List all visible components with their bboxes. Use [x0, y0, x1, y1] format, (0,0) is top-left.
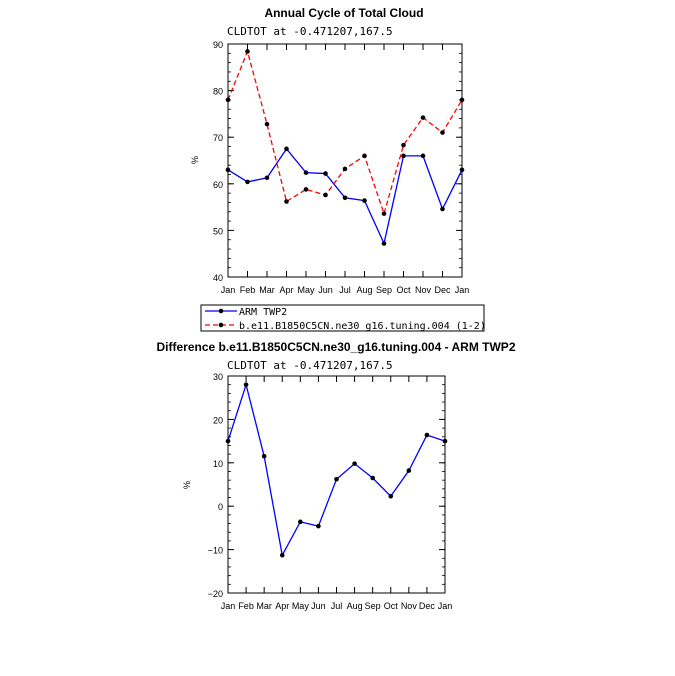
y-tick-label: 30 — [213, 372, 223, 382]
y-tick-label: 90 — [213, 40, 223, 50]
x-tick-label: Mar — [259, 285, 275, 295]
x-tick-label: Apr — [275, 601, 289, 611]
x-tick-label: Nov — [401, 601, 418, 611]
x-tick-label: Jan — [221, 601, 236, 611]
y-tick-label: 80 — [213, 87, 223, 97]
chart-title: Annual Cycle of Total Cloud — [264, 6, 423, 20]
plot-frame — [227, 43, 463, 278]
data-point — [440, 130, 445, 135]
x-tick-label: May — [297, 285, 315, 295]
data-point — [381, 241, 387, 246]
y-tick-label: −10 — [208, 546, 223, 556]
x-tick-label: Aug — [347, 601, 363, 611]
chart-subtitle: CLDTOT at -0.471207,167.5 — [227, 359, 393, 372]
plot-frame — [227, 375, 446, 594]
data-point — [323, 192, 328, 198]
y-tick-label: 20 — [213, 415, 223, 425]
legend-marker-model — [218, 322, 224, 328]
x-tick-label: Jan — [455, 285, 470, 295]
data-point — [303, 187, 309, 192]
data-point — [401, 142, 406, 148]
series-line-1 — [227, 49, 463, 216]
data-point — [381, 211, 387, 216]
data-point — [264, 175, 270, 181]
x-tick-label: Oct — [396, 285, 411, 295]
legend-entry-model: b.e11.B1850C5CN.ne30_g16.tuning.004 (1-2… — [205, 321, 486, 332]
data-point — [245, 179, 250, 185]
y-axis-label: % — [190, 156, 200, 164]
x-tick-label: Aug — [356, 285, 372, 295]
data-point — [420, 115, 426, 120]
x-tick-label: Apr — [279, 285, 293, 295]
chart-title: Difference b.e11.B1850C5CN.ne30_g16.tuni… — [156, 340, 515, 354]
y-tick-label: 50 — [213, 226, 223, 236]
series-line-0 — [227, 382, 446, 558]
annual-cycle-chart: Annual Cycle of Total Cloud CLDTOT at -0… — [190, 6, 469, 295]
data-point — [342, 195, 348, 201]
data-point — [245, 49, 250, 54]
y-tick-label: 0 — [218, 502, 223, 512]
y-tick-label: −20 — [208, 589, 223, 599]
data-point — [298, 519, 303, 525]
data-point — [303, 170, 309, 175]
data-point — [401, 153, 406, 159]
x-tick-label: May — [292, 601, 310, 611]
x-tick-label: Jun — [318, 285, 333, 295]
data-point — [440, 206, 445, 212]
legend-entry-arm: ARM TWP2 — [205, 307, 287, 318]
x-tick-label: Nov — [415, 285, 432, 295]
x-tick-label: Oct — [384, 601, 399, 611]
legend-label-arm: ARM TWP2 — [239, 307, 287, 318]
x-tick-label: Sep — [376, 285, 392, 295]
data-point — [284, 146, 289, 152]
data-point — [323, 171, 328, 176]
data-point — [424, 432, 430, 438]
x-tick-label: Feb — [238, 601, 254, 611]
x-tick-label: Jul — [331, 601, 343, 611]
difference-chart: Difference b.e11.B1850C5CN.ne30_g16.tuni… — [156, 340, 515, 611]
data-point — [406, 468, 412, 473]
y-tick-label: 60 — [213, 180, 223, 190]
data-point — [362, 153, 367, 159]
y-tick-label: 40 — [213, 273, 223, 283]
data-point — [264, 121, 270, 127]
x-tick-label: Jul — [339, 285, 351, 295]
legend-label-model: b.e11.B1850C5CN.ne30_g16.tuning.004 (1-2… — [239, 321, 486, 332]
data-point — [352, 461, 357, 466]
legend-box — [200, 304, 485, 332]
x-tick-label: Jan — [438, 601, 453, 611]
x-tick-label: Dec — [434, 285, 451, 295]
x-tick-label: Jun — [311, 601, 326, 611]
y-tick-label: 10 — [213, 459, 223, 469]
data-point — [261, 453, 267, 459]
data-point — [388, 493, 394, 499]
legend: ARM TWP2 b.e11.B1850C5CN.ne30_g16.tuning… — [200, 304, 486, 332]
data-point — [279, 552, 285, 558]
data-point — [243, 382, 249, 387]
y-axis-label: % — [182, 481, 192, 489]
y-tick-label: 70 — [213, 133, 223, 143]
legend-marker-arm — [218, 308, 224, 314]
x-tick-label: Feb — [240, 285, 256, 295]
x-tick-label: Sep — [365, 601, 381, 611]
x-tick-label: Dec — [419, 601, 436, 611]
data-point — [334, 476, 339, 482]
data-point — [316, 523, 321, 529]
data-point — [342, 166, 348, 172]
data-point — [420, 153, 426, 159]
chart-subtitle: CLDTOT at -0.471207,167.5 — [227, 25, 393, 38]
x-tick-label: Jan — [221, 285, 236, 295]
data-point — [284, 199, 289, 204]
data-point — [362, 198, 367, 203]
x-tick-label: Mar — [256, 601, 272, 611]
data-point — [370, 475, 375, 481]
